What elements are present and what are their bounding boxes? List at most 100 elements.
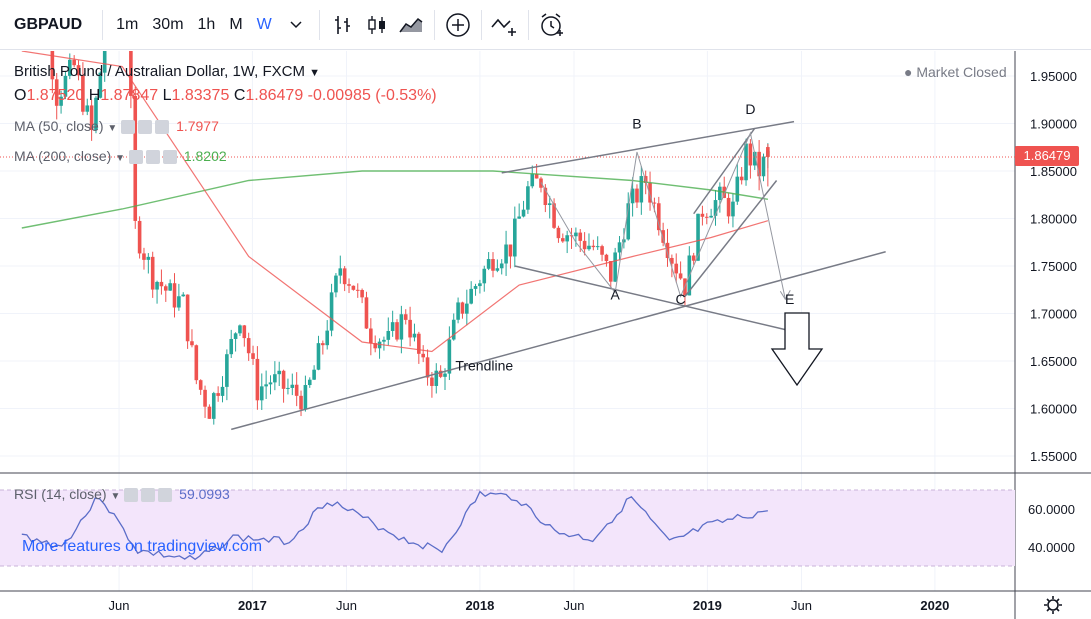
- close-icon[interactable]: [162, 150, 177, 165]
- price-tick-label: 1.65000: [1030, 354, 1077, 369]
- candle-body: [72, 59, 76, 66]
- close-icon[interactable]: [155, 120, 170, 135]
- candle-body: [478, 283, 482, 287]
- gear-icon[interactable]: [1044, 596, 1062, 614]
- chevron-down-icon[interactable]: ▼: [107, 123, 118, 134]
- interval-1m[interactable]: 1m: [116, 15, 139, 33]
- candle-body: [150, 256, 155, 290]
- candle-body: [76, 65, 81, 76]
- open-value: 1.87520: [26, 87, 85, 104]
- time-tick-label: Jun: [109, 598, 130, 613]
- candle-body: [465, 303, 469, 314]
- rsi-legend[interactable]: RSI (14, close) ▼ 59.0993: [14, 486, 230, 503]
- market-status: ● Market Closed: [904, 64, 1007, 80]
- gear-icon[interactable]: [138, 120, 153, 135]
- eye-icon[interactable]: [121, 120, 136, 135]
- candle-body: [142, 253, 146, 260]
- candle-body: [526, 186, 530, 210]
- interval-30m[interactable]: 30m: [152, 15, 184, 33]
- price-tick-label: 1.80000: [1030, 212, 1077, 227]
- candle-body: [495, 268, 500, 271]
- candle-body: [622, 239, 626, 243]
- candle-body: [290, 384, 295, 388]
- wave-projection: [540, 131, 786, 300]
- candle-body: [85, 105, 90, 112]
- gear-icon[interactable]: [145, 150, 160, 165]
- candle-body: [451, 319, 456, 340]
- add-indicator-icon[interactable]: [441, 8, 475, 42]
- ma200-line: [21, 170, 769, 229]
- ohlc-row: O1.87520 H1.87847 L1.83375 C1.86479 -0.0…: [14, 87, 437, 104]
- last-candle-body: [766, 147, 770, 157]
- interval-month[interactable]: M: [229, 15, 243, 33]
- candle-body: [102, 51, 107, 73]
- candle-body: [739, 176, 744, 181]
- candle-body: [255, 358, 260, 401]
- time-tick-label: Jun: [791, 598, 812, 613]
- channel-bottom-line: [514, 265, 786, 331]
- candle-body: [307, 379, 312, 386]
- wedge-bottom-line: [684, 180, 778, 297]
- ma200-legend[interactable]: MA (200, close) ▼ 1.8202: [14, 148, 227, 165]
- candle-body: [220, 386, 225, 396]
- candle-body: [377, 341, 382, 349]
- candle-body: [246, 338, 251, 354]
- candle-body: [360, 289, 364, 298]
- candle-body: [342, 268, 347, 285]
- candle-body: [390, 322, 395, 331]
- candle-body: [604, 254, 609, 262]
- candle-body: [312, 369, 316, 380]
- toolbar-divider: [527, 9, 529, 40]
- compare-icon[interactable]: [488, 8, 522, 42]
- area-style-icon[interactable]: [394, 8, 428, 42]
- projection-arrowhead: [779, 290, 791, 301]
- candle-body: [630, 188, 635, 204]
- candle-body: [652, 202, 657, 204]
- candle-body: [473, 286, 478, 289]
- candle-body: [81, 75, 85, 112]
- interval-week[interactable]: W: [256, 15, 272, 33]
- symbol-search[interactable]: GBPAUD: [14, 15, 83, 33]
- candle-body: [329, 292, 334, 331]
- candle-body: [499, 263, 504, 269]
- candle-body: [355, 289, 360, 291]
- candle-body: [294, 384, 299, 396]
- interval-1h[interactable]: 1h: [197, 15, 216, 33]
- candle-body: [460, 302, 465, 314]
- candle-body: [181, 294, 186, 297]
- candle-body: [425, 357, 430, 378]
- time-tick-label: 2019: [693, 598, 722, 613]
- candle-body: [678, 273, 683, 279]
- chevron-down-icon[interactable]: ▼: [309, 67, 321, 79]
- candle-body: [268, 382, 273, 385]
- chevron-down-icon[interactable]: ▼: [110, 491, 121, 502]
- candle-body: [163, 286, 168, 291]
- candle-body: [761, 156, 766, 177]
- close-icon[interactable]: [158, 488, 173, 503]
- candle-body: [713, 200, 718, 216]
- chevron-down-icon[interactable]: ▼: [115, 153, 126, 164]
- eye-icon[interactable]: [128, 150, 143, 165]
- candle-body: [303, 385, 308, 410]
- eye-icon[interactable]: [124, 488, 139, 503]
- price-tick-label: 1.85000: [1030, 164, 1077, 179]
- chevron-down-icon[interactable]: [279, 8, 313, 42]
- price-chart[interactable]: A B C D E Trendline 1.95000 1.90000 1.85000 1.800…: [0, 51, 1091, 619]
- ma50-legend[interactable]: MA (50, close) ▼ 1.7977: [14, 118, 219, 135]
- bar-style-icon[interactable]: [326, 8, 360, 42]
- candle-body: [63, 75, 68, 97]
- candle-style-icon[interactable]: [360, 8, 394, 42]
- candle-body: [752, 151, 757, 166]
- candle-body: [748, 143, 753, 166]
- candle-body: [595, 246, 600, 248]
- watermark-link[interactable]: More features on tradingview.com: [22, 538, 263, 555]
- alert-icon[interactable]: [535, 8, 569, 42]
- candle-body: [50, 51, 55, 80]
- candle-body: [434, 370, 439, 386]
- gear-icon[interactable]: [141, 488, 156, 503]
- candle-body: [691, 255, 696, 261]
- candle-body: [89, 105, 94, 131]
- candle-body: [216, 393, 220, 396]
- candle-body: [338, 268, 343, 276]
- candle-body: [198, 380, 203, 390]
